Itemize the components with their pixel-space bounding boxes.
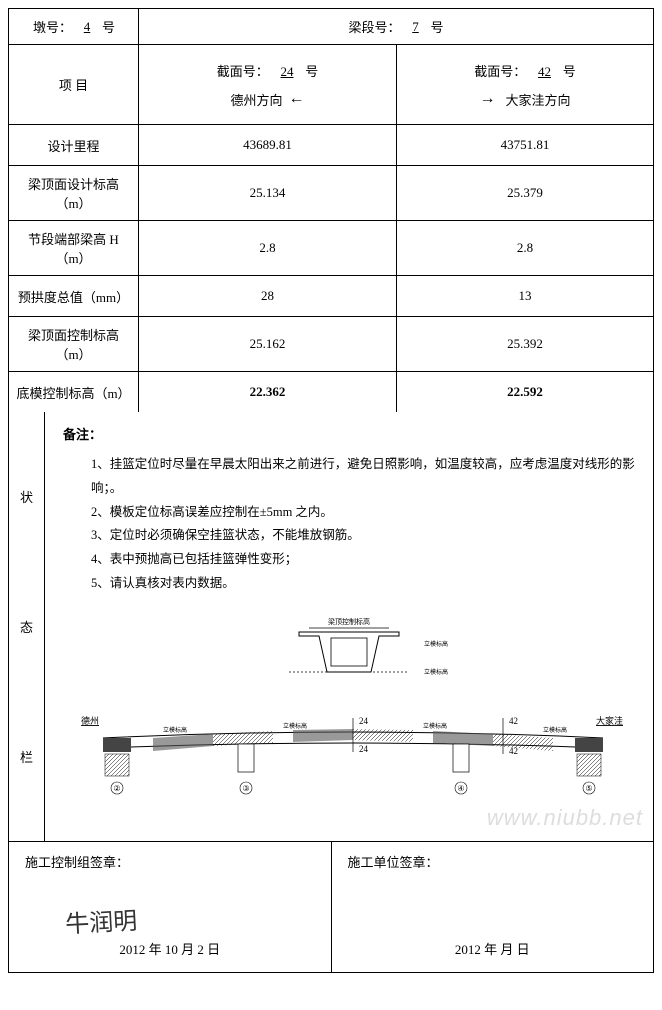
- watermark: www.niubb.net: [487, 805, 643, 831]
- section-a-number: 24: [272, 64, 302, 80]
- cs-side-label2: 立模标高: [424, 668, 448, 676]
- row-value-b: 25.379: [397, 166, 653, 220]
- note-item: 5、请认真核对表内数据。: [91, 572, 635, 596]
- right-end-label: 大家洼: [596, 715, 623, 726]
- section-a-pre: 截面号：: [217, 64, 269, 79]
- section-a-post: 号: [305, 64, 318, 79]
- svg-text:③: ③: [242, 784, 249, 793]
- note-item: 1、挂篮定位时尽量在早晨太阳出来之前进行，避免日照影响，如温度较高，应考虑温度对…: [91, 453, 635, 501]
- table-row: 梁顶面控制标高（m）25.16225.392: [9, 317, 653, 372]
- pier-number: 4: [72, 19, 102, 35]
- status-side-label: 状 态 栏: [9, 412, 45, 841]
- segment-cell: 梁段号： 7 号: [139, 9, 653, 44]
- section-b-pre: 截面号：: [474, 64, 526, 79]
- row-label: 节段端部梁高 H（m）: [9, 221, 139, 275]
- segment-label-pre: 梁段号：: [348, 17, 400, 36]
- row-value-b: 22.592: [397, 372, 653, 412]
- section-b-direction: 大家洼方向: [479, 90, 570, 109]
- row-value-a: 25.162: [139, 317, 397, 371]
- segment-label-post: 号: [431, 17, 444, 36]
- table-row: 节段端部梁高 H（m）2.82.8: [9, 221, 653, 276]
- row-label: 梁顶面设计标高（m）: [9, 166, 139, 220]
- table-row: 预拱度总值（mm）2813: [9, 276, 653, 317]
- left-end-label: 德州: [81, 715, 99, 726]
- data-rows-container: 设计里程43689.8143751.81梁顶面设计标高（m）25.13425.3…: [9, 125, 653, 412]
- svg-text:42: 42: [509, 746, 518, 756]
- note-item: 4、表中预抛高已包括挂篮弹性变形；: [91, 548, 635, 572]
- cs-top-label: 梁顶控制标高: [328, 617, 370, 626]
- svg-text:立模标高: 立模标高: [163, 726, 187, 734]
- section-b-post: 号: [563, 64, 576, 79]
- row-label: 底模控制标高（m）: [9, 372, 139, 412]
- section-a-header: 截面号： 24 号 德州方向: [139, 45, 397, 124]
- sig-left-date: 2012 年 10 月 2 日: [25, 939, 315, 962]
- row-value-b: 25.392: [397, 317, 653, 371]
- signature-right: 施工单位签章： 2012 年 月 日: [332, 842, 654, 972]
- signature-row: 施工控制组签章： 牛润明 2012 年 10 月 2 日 施工单位签章： 201…: [9, 842, 653, 972]
- section-b-header: 截面号： 42 号 大家洼方向: [397, 45, 653, 124]
- status-section: 状 态 栏 备注： 1、挂篮定位时尽量在早晨太阳出来之前进行，避免日照影响，如温…: [9, 412, 653, 842]
- segment-number: 7: [401, 19, 431, 35]
- row-value-a: 43689.81: [139, 125, 397, 165]
- row-value-a: 25.134: [139, 166, 397, 220]
- arrow-left-icon: [289, 90, 305, 108]
- diagram-area: 梁顶控制标高 立模标高 立模标高 德州 大家洼: [63, 616, 635, 816]
- row-value-b: 13: [397, 276, 653, 316]
- pier-label-post: 号: [102, 17, 115, 36]
- signature-left: 施工控制组签章： 牛润明 2012 年 10 月 2 日: [9, 842, 332, 972]
- table-row: 设计里程43689.8143751.81: [9, 125, 653, 166]
- sig-right-date: 2012 年 月 日: [348, 939, 638, 962]
- elevation-diagram: 德州 大家洼 立模标高 立模标高 立模标高 立模标高: [63, 696, 643, 806]
- svg-text:42: 42: [509, 716, 518, 726]
- column-header-row: 项 目 截面号： 24 号 德州方向 截面号： 42 号 大家洼方向: [9, 45, 653, 125]
- pier-label-pre: 墩号：: [33, 17, 72, 36]
- svg-text:24: 24: [359, 716, 369, 726]
- svg-text:立模标高: 立模标高: [543, 726, 567, 734]
- status-content: 备注： 1、挂篮定位时尽量在早晨太阳出来之前进行，避免日照影响，如温度较高，应考…: [45, 412, 653, 841]
- cross-section-diagram: 梁顶控制标高 立模标高 立模标高: [249, 616, 449, 686]
- svg-text:立模标高: 立模标高: [423, 722, 447, 730]
- row-label: 预拱度总值（mm）: [9, 276, 139, 316]
- note-title: 备注：: [63, 424, 635, 443]
- header-row: 墩号： 4 号 梁段号： 7 号: [9, 9, 653, 45]
- svg-text:②: ②: [113, 784, 120, 793]
- row-value-a: 28: [139, 276, 397, 316]
- note-item: 2、模板定位标高误差应控制在±5mm 之内。: [91, 501, 635, 525]
- row-label: 梁顶面控制标高（m）: [9, 317, 139, 371]
- sig-right-title: 施工单位签章：: [348, 852, 638, 871]
- cs-side-label1: 立模标高: [424, 640, 448, 648]
- form-page: 墩号： 4 号 梁段号： 7 号 项 目 截面号： 24 号 德州方向 截面号：: [8, 8, 654, 973]
- row-label: 设计里程: [9, 125, 139, 165]
- row-value-a: 22.362: [139, 372, 397, 412]
- sig-left-title: 施工控制组签章：: [25, 852, 315, 871]
- section-b-number: 42: [530, 64, 560, 80]
- item-header: 项 目: [9, 45, 139, 124]
- svg-text:24: 24: [359, 744, 369, 754]
- row-value-b: 2.8: [397, 221, 653, 275]
- section-a-direction: 德州方向: [230, 90, 304, 109]
- note-item: 3、定位时必须确保空挂篮状态，不能堆放钢筋。: [91, 524, 635, 548]
- pier-cell: 墩号： 4 号: [9, 9, 139, 44]
- table-row: 底模控制标高（m）22.36222.592: [9, 372, 653, 412]
- signature-scribble: 牛润明: [64, 891, 315, 939]
- svg-text:立模标高: 立模标高: [283, 722, 307, 730]
- table-row: 梁顶面设计标高（m）25.13425.379: [9, 166, 653, 221]
- row-value-a: 2.8: [139, 221, 397, 275]
- row-value-b: 43751.81: [397, 125, 653, 165]
- note-list: 1、挂篮定位时尽量在早晨太阳出来之前进行，避免日照影响，如温度较高，应考虑温度对…: [63, 453, 635, 596]
- svg-text:⑤: ⑤: [585, 784, 592, 793]
- svg-text:④: ④: [457, 784, 464, 793]
